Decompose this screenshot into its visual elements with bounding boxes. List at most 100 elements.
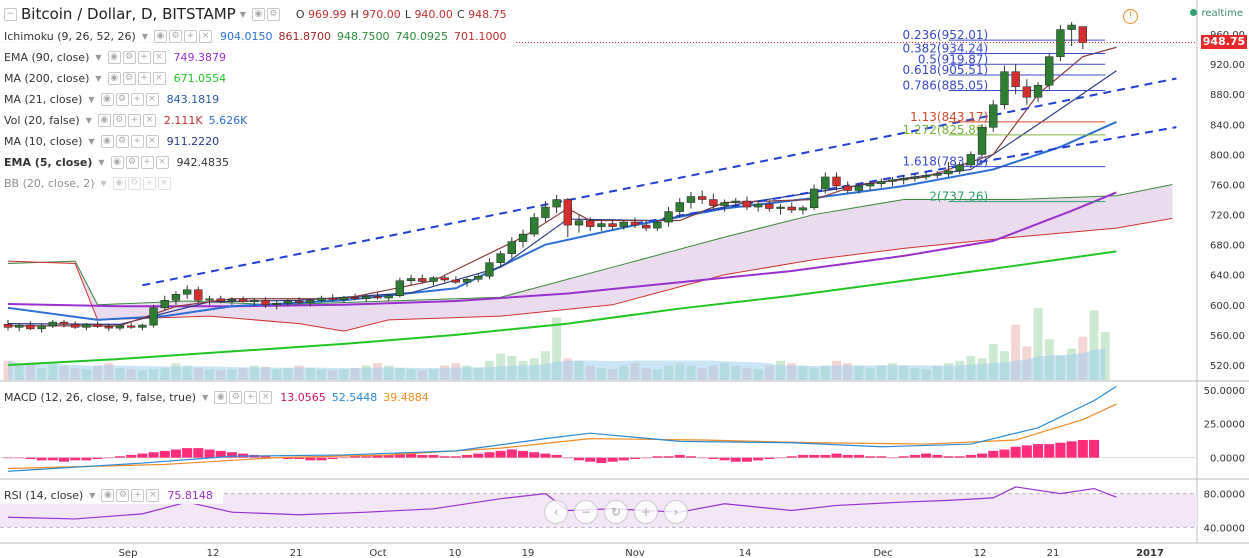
indicator-legend-row: BB (20, close, 2) ▼ ◉ ⚙ + ×	[0, 174, 183, 192]
macd-histogram-bar	[697, 457, 708, 459]
fib-level-label: 1.618(783.76)	[903, 155, 989, 169]
eye-icon[interactable]: ◉	[251, 7, 265, 21]
eye-icon[interactable]: ◉	[110, 155, 124, 169]
indicator-name[interactable]: MA (10, close)	[4, 134, 83, 148]
add-icon[interactable]: +	[244, 390, 258, 404]
eye-icon[interactable]: ◉	[107, 50, 121, 64]
candle-body	[865, 183, 875, 187]
chevron-down-icon[interactable]: ▼	[95, 52, 102, 62]
indicator-name[interactable]: Ichimoku (9, 26, 52, 26)	[4, 29, 136, 43]
macd-histogram-bar	[327, 457, 338, 459]
price-tick-label: 720.00	[1210, 211, 1245, 222]
close-icon[interactable]: ×	[198, 29, 212, 43]
symbol-title[interactable]: Bitcoin / Dollar, D, BITSTAMP	[21, 5, 236, 23]
collapse-icon[interactable]: −	[4, 7, 17, 21]
add-icon[interactable]: +	[140, 155, 154, 169]
chevron-down-icon[interactable]: ▼	[88, 94, 95, 104]
close-icon[interactable]: ×	[152, 71, 166, 85]
chevron-down-icon[interactable]: ▼	[98, 157, 105, 167]
chevron-down-icon[interactable]: ▼	[100, 178, 107, 188]
macd-histogram-bar	[1055, 442, 1066, 458]
eye-icon[interactable]: ◉	[100, 134, 114, 148]
close-icon[interactable]: ×	[145, 92, 159, 106]
close-icon[interactable]: ×	[259, 390, 273, 404]
chevron-down-icon[interactable]: ▼	[239, 9, 246, 19]
indicator-controls: ◉ ⚙ + ×	[101, 488, 160, 502]
eye-icon[interactable]: ◉	[153, 29, 167, 43]
add-icon[interactable]: +	[127, 113, 141, 127]
add-icon[interactable]: +	[137, 50, 151, 64]
macd-tick-label: 50.0000	[1204, 386, 1245, 397]
candle-body	[395, 280, 405, 297]
close-icon[interactable]: ×	[155, 155, 169, 169]
macd-histogram-bar	[226, 452, 237, 458]
macd-histogram-bar	[674, 454, 685, 458]
indicator-name[interactable]: MA (200, close)	[4, 71, 90, 85]
chevron-down-icon[interactable]: ▼	[89, 490, 96, 500]
candle-body	[26, 324, 35, 330]
chevron-down-icon[interactable]: ▼	[95, 73, 102, 83]
macd-histogram-bar	[350, 456, 361, 458]
zoom-in-icon[interactable]: +	[634, 500, 658, 524]
time-tick-label: Nov	[625, 548, 645, 558]
add-icon[interactable]: +	[130, 92, 144, 106]
gear-icon[interactable]: ⚙	[229, 390, 243, 404]
indicator-value: 52.5448	[331, 390, 378, 404]
gear-icon[interactable]: ⚙	[168, 29, 182, 43]
add-icon[interactable]: +	[137, 71, 151, 85]
indicator-name[interactable]: EMA (5, close)	[4, 155, 93, 169]
macd-histogram-bar	[126, 454, 137, 458]
close-icon[interactable]: ×	[157, 176, 171, 190]
gear-icon[interactable]: ⚙	[266, 7, 280, 21]
macd-histogram-bar	[741, 457, 752, 462]
eye-icon[interactable]: ◉	[100, 92, 114, 106]
indicator-name[interactable]: MA (21, close)	[4, 92, 83, 106]
indicator-name[interactable]: EMA (90, close)	[4, 50, 90, 64]
eye-icon[interactable]: ◉	[214, 390, 228, 404]
chevron-down-icon[interactable]: ▼	[88, 136, 95, 146]
add-icon[interactable]: +	[130, 134, 144, 148]
gear-icon[interactable]: ⚙	[122, 50, 136, 64]
close-icon[interactable]: ×	[146, 488, 160, 502]
price-tick-label: 520.00	[1210, 361, 1245, 372]
zoom-out-icon[interactable]: −	[574, 500, 598, 524]
warning-icon[interactable]: !	[1123, 9, 1138, 24]
gear-icon[interactable]: ⚙	[122, 71, 136, 85]
gear-icon[interactable]: ⚙	[125, 155, 139, 169]
indicator-name[interactable]: Vol (20, false)	[4, 113, 80, 127]
reset-icon[interactable]: ↻	[604, 500, 628, 524]
candle-body	[776, 206, 785, 209]
gear-icon[interactable]: ⚙	[115, 134, 129, 148]
chevron-down-icon[interactable]: ▼	[202, 392, 209, 402]
close-icon[interactable]: ×	[152, 50, 166, 64]
add-icon[interactable]: +	[183, 29, 197, 43]
gear-icon[interactable]: ⚙	[127, 176, 141, 190]
scroll-left-icon[interactable]: ‹	[544, 500, 568, 524]
close-icon[interactable]: ×	[145, 134, 159, 148]
indicator-legend-row: MA (200, close) ▼ ◉ ⚙ + × 671.0554	[0, 69, 237, 87]
close-icon[interactable]: ×	[142, 113, 156, 127]
indicator-name[interactable]: MACD (12, 26, close, 9, false, true)	[4, 390, 197, 404]
gear-icon[interactable]: ⚙	[116, 488, 130, 502]
indicator-name[interactable]: BB (20, close, 2)	[4, 176, 95, 190]
candle-body	[406, 278, 416, 281]
scroll-right-icon[interactable]: ›	[664, 500, 688, 524]
ma200-line	[7, 250, 1117, 366]
add-icon[interactable]: +	[142, 176, 156, 190]
macd-histogram-bar	[14, 457, 25, 459]
eye-icon[interactable]: ◉	[97, 113, 111, 127]
chevron-down-icon[interactable]: ▼	[85, 115, 92, 125]
indicator-controls: ◉ ⚙ + ×	[100, 92, 159, 106]
macd-histogram-bar	[887, 457, 898, 459]
chevron-down-icon[interactable]: ▼	[141, 31, 148, 41]
eye-icon[interactable]: ◉	[101, 488, 115, 502]
candle-body	[1078, 26, 1087, 43]
gear-icon[interactable]: ⚙	[112, 113, 126, 127]
gear-icon[interactable]: ⚙	[115, 92, 129, 106]
eye-icon[interactable]: ◉	[107, 71, 121, 85]
candle-body	[205, 298, 214, 301]
add-icon[interactable]: +	[131, 488, 145, 502]
eye-icon[interactable]: ◉	[112, 176, 126, 190]
indicator-name[interactable]: RSI (14, close)	[4, 488, 84, 502]
